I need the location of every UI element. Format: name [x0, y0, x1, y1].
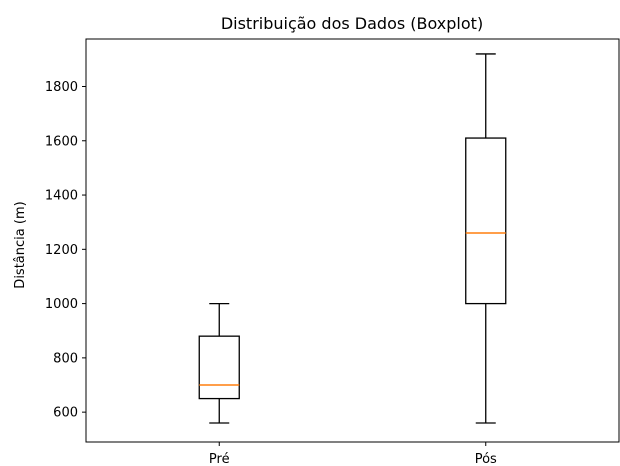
y-tick-label: 1800 [45, 80, 78, 95]
y-tick-label: 600 [53, 406, 78, 421]
chart-title: Distribuição dos Dados (Boxplot) [221, 14, 483, 33]
y-tick-label: 800 [53, 351, 78, 366]
x-tick-label: Pré [209, 452, 230, 466]
y-tick-label: 1600 [45, 134, 78, 149]
box-pos [465, 137, 507, 305]
plot-area: 600 800 1000 1200 1400 1600 1800 Pré Pós [45, 53, 507, 466]
box-pre [198, 335, 240, 400]
y-tick-label: 1200 [45, 243, 78, 258]
y-axis-label: Distância (m) [13, 201, 28, 288]
y-tick-label: 1000 [45, 297, 78, 312]
x-tick-label: Pós [475, 452, 497, 466]
plot-frame [85, 38, 620, 443]
y-tick-label: 1400 [45, 189, 78, 204]
